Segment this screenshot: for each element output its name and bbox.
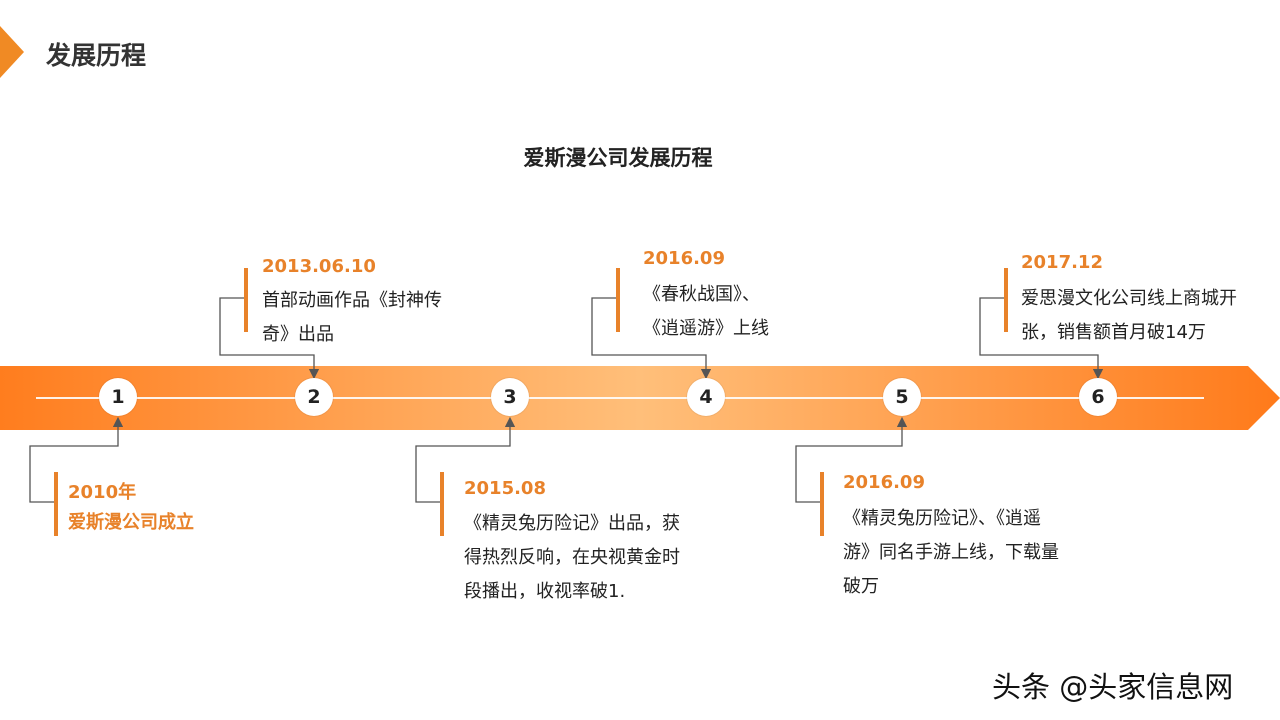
event-4-line-2: 《逍遥游》上线: [643, 318, 769, 339]
event-4-date: 2016.09: [643, 248, 725, 269]
timeline-node-1: 1: [99, 378, 137, 416]
page-title: 发展历程: [46, 41, 147, 70]
event-1-line-1: 爱斯漫公司成立: [68, 512, 194, 533]
event-6-marker-bar: [1004, 268, 1008, 332]
event-1-date: 2010年: [68, 482, 137, 503]
event-2-date: 2013.06.10: [262, 256, 376, 277]
event-3-description: 《精灵兔历险记》出品，获 得热烈反响，在央视黄金时 段播出，收视率破1.: [464, 507, 680, 609]
event-5-marker-bar: [820, 472, 824, 536]
watermark-text: 头条 @头家信息网: [992, 670, 1234, 704]
event-2-description: 首部动画作品《封神传 奇》出品: [262, 284, 442, 352]
timeline-node-2: 2: [295, 378, 333, 416]
event-5-line-3: 破万: [843, 576, 879, 597]
event-6-line-2: 张，销售额首月破14万: [1021, 322, 1206, 343]
event-4-marker-bar: [616, 268, 620, 332]
event-5-line-2: 游》同名手游上线，下载量: [843, 542, 1059, 563]
event-6-description: 爱思漫文化公司线上商城开 张，销售额首月破14万: [1021, 282, 1237, 350]
event-3-marker-bar: [440, 472, 444, 536]
event-3-line-1: 《精灵兔历险记》出品，获: [464, 513, 680, 534]
event-2-marker-bar: [244, 268, 248, 332]
event-5-date: 2016.09: [843, 472, 925, 493]
event-3-line-3: 段播出，收视率破1.: [464, 581, 626, 602]
event-5-line-1: 《精灵兔历险记》、《逍遥: [843, 508, 1041, 529]
event-6-line-1: 爱思漫文化公司线上商城开: [1021, 288, 1237, 309]
timeline-node-3: 3: [491, 378, 529, 416]
event-2-line-2: 奇》出品: [262, 324, 334, 345]
event-6-date: 2017.12: [1021, 252, 1103, 273]
diagram-title: 爱斯漫公司发展历程: [523, 146, 713, 170]
header-corner-marker: [0, 26, 24, 78]
event-3-date: 2015.08: [464, 478, 546, 499]
timeline-node-6: 6: [1079, 378, 1117, 416]
event-4-line-1: 《春秋战国》、: [643, 284, 760, 305]
event-4-description: 《春秋战国》、 《逍遥游》上线: [643, 278, 769, 346]
event-1-marker-bar: [54, 472, 58, 536]
event-1-description: 爱斯漫公司成立: [68, 506, 194, 540]
event-5-description: 《精灵兔历险记》、《逍遥 游》同名手游上线，下载量 破万: [843, 502, 1059, 604]
timeline-node-4: 4: [687, 378, 725, 416]
event-3-line-2: 得热烈反响，在央视黄金时: [464, 547, 680, 568]
timeline-node-5: 5: [883, 378, 921, 416]
event-2-line-1: 首部动画作品《封神传: [262, 290, 442, 311]
